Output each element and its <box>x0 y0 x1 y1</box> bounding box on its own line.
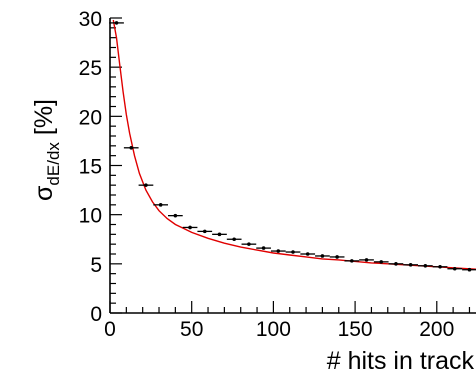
x-tick-label: 50 <box>180 318 203 341</box>
data-point <box>364 258 369 262</box>
data-point <box>202 229 207 234</box>
y-axis-label-subscript: dE/dx <box>44 142 63 186</box>
y-tick-label: 5 <box>90 254 102 277</box>
data-point <box>320 254 325 258</box>
data-point <box>350 259 354 263</box>
data-point <box>217 232 222 237</box>
data-point <box>173 213 178 218</box>
data-point <box>408 263 413 267</box>
y-tick-label: 25 <box>79 57 102 80</box>
data-point <box>423 264 428 268</box>
y-axis-label: σdE/dx [%] <box>30 99 63 201</box>
data-point <box>114 21 119 25</box>
y-tick-label: 15 <box>79 156 102 179</box>
y-tick-label: 30 <box>79 8 102 31</box>
y-axis-label-symbol: σ <box>30 185 58 201</box>
fit-curve <box>112 19 476 270</box>
data-point <box>394 262 398 266</box>
x-tick-label: 200 <box>419 318 454 341</box>
y-tick-label: 20 <box>79 106 102 129</box>
data-point <box>291 250 295 254</box>
data-point <box>158 203 163 207</box>
data-point <box>188 225 192 230</box>
y-tick-label: 10 <box>79 205 102 228</box>
y-axis-label-unit: [%] <box>30 99 58 135</box>
y-tick-label: 0 <box>90 303 102 326</box>
svg-text:σdE/dx [%]: σdE/dx [%] <box>30 99 63 201</box>
data-point <box>232 237 236 242</box>
data-point <box>438 264 442 269</box>
data-point <box>276 249 281 253</box>
data-point <box>467 267 472 272</box>
data-point <box>379 260 384 264</box>
data-point <box>305 252 310 256</box>
x-axis-label: # hits in track <box>327 347 475 375</box>
x-tick-label: 100 <box>256 318 291 341</box>
data-point <box>261 246 266 250</box>
data-point <box>452 266 457 271</box>
x-tick-label: 0 <box>104 318 116 341</box>
data-point <box>129 146 134 150</box>
data-point <box>247 242 251 246</box>
x-tick-label: 150 <box>338 318 373 341</box>
data-point <box>335 255 339 259</box>
data-point <box>144 183 148 187</box>
